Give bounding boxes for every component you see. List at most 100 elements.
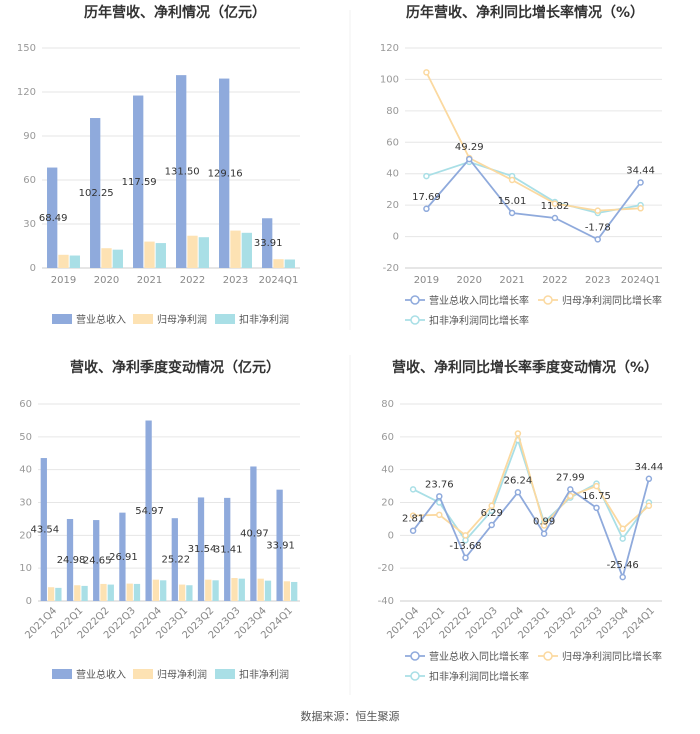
legend-marker — [410, 315, 420, 325]
x-tick-label: 2021 — [137, 275, 162, 286]
line-data-label: 23.76 — [425, 479, 454, 490]
y-tick-label: 150 — [17, 43, 36, 54]
bar-data-label: 33.91 — [254, 238, 283, 249]
bar-data-label: 26.91 — [109, 552, 138, 563]
line-point — [645, 475, 653, 483]
bar-net-profit — [58, 254, 69, 268]
y-tick-label: 30 — [19, 498, 32, 509]
y-tick-label: 100 — [380, 74, 399, 85]
bar-revenue — [250, 466, 257, 601]
bar-revenue — [224, 497, 231, 601]
bar-data-label: 129.16 — [208, 168, 243, 179]
bar-revenue — [145, 420, 152, 601]
legend-swatch — [52, 314, 72, 324]
bar-deducted-profit — [107, 584, 114, 601]
legend-label[interactable]: 营业总收入 — [76, 668, 126, 681]
quarterly-revenue-bar-chart: 营收、净利季度变动情况（亿元）01020304050602021Q42022Q1… — [19, 359, 300, 681]
bar-deducted-profit — [155, 243, 166, 268]
y-tick-label: 120 — [17, 87, 36, 98]
bar-net-profit — [126, 583, 133, 601]
line-data-label: 2.81 — [402, 514, 424, 525]
y-tick-label: 20 — [19, 530, 32, 541]
annual-revenue-bar-chart: 历年营收、净利情况（亿元） 0 30 60 90 120 150 2019 2020 2021 20… — [17, 4, 300, 326]
y-tick-label: 20 — [386, 200, 399, 211]
y-tick-label: 80 — [381, 399, 394, 410]
line-point — [462, 532, 469, 539]
line-point — [637, 179, 644, 186]
quarterly-growth-line-chart: 营收、净利同比增长率季度变动情况（%）-40-200204060802021Q4… — [378, 359, 664, 683]
x-tick-label: 2019 — [51, 275, 76, 286]
legend-swatch — [133, 314, 153, 324]
legend-label[interactable]: 扣非净利润同比增长率 — [429, 314, 529, 327]
y-tick-label: 60 — [381, 432, 394, 443]
line-data-label: -1.78 — [585, 222, 611, 233]
bar-net-profit — [230, 230, 241, 268]
bar-net-profit — [152, 579, 160, 601]
line-point — [514, 489, 522, 496]
legend-label[interactable]: 扣非净利润 — [239, 313, 289, 326]
bar-data-label: 131.50 — [165, 167, 200, 178]
line-revenue-growth — [425, 157, 642, 241]
bar-deducted-profit — [69, 255, 80, 268]
bar-deducted-profit — [238, 578, 245, 601]
line-data-label: 16.75 — [582, 491, 611, 502]
bar-net-profit — [205, 579, 212, 601]
legend-swatch — [52, 669, 72, 679]
line-point — [619, 535, 626, 542]
line-data-label: 34.44 — [635, 462, 664, 473]
line-point — [423, 205, 430, 213]
line-point — [466, 155, 473, 163]
bar-revenue — [90, 118, 101, 269]
x-tick-label: 2021 — [499, 275, 524, 286]
legend-label[interactable]: 营业总收入 — [76, 313, 126, 326]
bar-data-label: 40.97 — [240, 529, 269, 540]
x-tick-label: 2022 — [180, 275, 205, 286]
legend-label[interactable]: 归母净利润同比增长率 — [562, 650, 662, 663]
bar-data-label: 31.41 — [214, 544, 243, 555]
bar-revenue — [171, 518, 178, 601]
y-tick-label: 0 — [393, 232, 399, 243]
legend-label[interactable]: 营业总收入同比增长率 — [429, 294, 529, 307]
x-tick-label: 2019 — [414, 275, 439, 286]
line-point — [551, 200, 559, 207]
line-point — [567, 492, 574, 500]
legend-label[interactable]: 归母净利润 — [157, 668, 207, 681]
line-point — [594, 236, 601, 243]
line-point — [540, 530, 548, 537]
bar-revenue — [262, 218, 273, 268]
line-data-label: 27.99 — [556, 472, 585, 483]
legend-swatch — [215, 314, 235, 324]
line-data-label: 11.82 — [541, 201, 570, 212]
y-tick-label: 0 — [30, 263, 36, 274]
bar-revenue — [219, 78, 230, 268]
legend-label[interactable]: 归母净利润 — [157, 313, 207, 326]
line-point — [540, 522, 548, 529]
line-point — [567, 486, 574, 493]
x-tick-label: 2023 — [223, 275, 248, 286]
line-point — [551, 214, 559, 222]
bar-net-profit — [100, 583, 107, 601]
line-point — [436, 493, 443, 500]
y-tick-label: 20 — [381, 498, 394, 509]
bar-net-profit — [144, 241, 155, 268]
y-tick-label: 80 — [386, 106, 399, 117]
line-point — [593, 504, 600, 512]
line-point — [423, 172, 430, 180]
x-tick-label: 2023 — [585, 275, 610, 286]
legend-label[interactable]: 扣非净利润 — [239, 668, 289, 681]
legend-marker — [410, 671, 420, 681]
legend-label[interactable]: 归母净利润同比增长率 — [562, 294, 662, 307]
y-tick-label: 60 — [23, 175, 36, 186]
y-tick-label: 50 — [19, 432, 32, 443]
legend-label[interactable]: 营业总收入同比增长率 — [429, 650, 529, 663]
legend-label[interactable]: 扣非净利润同比增长率 — [429, 670, 529, 683]
y-tick-label: 60 — [19, 399, 32, 410]
line-point — [462, 554, 469, 562]
line-point — [619, 525, 626, 533]
line-point — [409, 486, 417, 493]
x-tick-label: 2022 — [542, 275, 567, 286]
y-tick-label: -40 — [378, 596, 394, 607]
line-point — [488, 502, 495, 510]
bar-deducted-profit — [81, 585, 88, 601]
bar-data-label: 54.97 — [135, 506, 164, 517]
